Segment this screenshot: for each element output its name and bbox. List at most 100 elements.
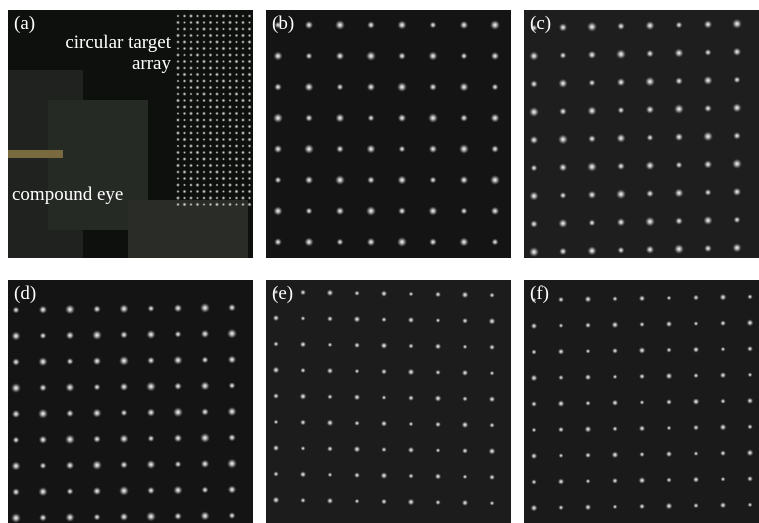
target-spot [490, 20, 500, 30]
target-spot [666, 503, 673, 510]
target-spot [189, 73, 192, 76]
spot-image [266, 10, 511, 258]
target-spot [234, 27, 238, 31]
target-spot [693, 425, 699, 431]
target-spot [148, 305, 155, 312]
target-spot [222, 21, 226, 25]
target-spot [273, 393, 279, 399]
target-spot [558, 478, 564, 484]
target-spot [176, 190, 179, 193]
target-spot [408, 343, 413, 348]
target-spot [585, 322, 591, 328]
target-spot [176, 66, 180, 70]
target-spot [208, 53, 212, 57]
target-spot [732, 243, 741, 252]
target-spot [209, 60, 212, 63]
target-spot [462, 500, 468, 506]
target-spot [530, 80, 538, 88]
target-spot [200, 381, 209, 390]
target-spot [189, 144, 193, 148]
target-spot [733, 48, 742, 57]
target-spot [489, 396, 495, 402]
target-spot [196, 112, 199, 115]
target-spot [300, 471, 306, 477]
target-spot [176, 73, 180, 77]
target-spot [11, 383, 21, 393]
target-spot [354, 446, 361, 453]
target-spot [228, 99, 231, 102]
target-spot [182, 202, 186, 206]
target-spot [491, 207, 500, 216]
target-spot [189, 14, 193, 18]
target-spot [559, 248, 567, 256]
target-spot [589, 219, 596, 226]
target-spot [241, 14, 244, 17]
target-spot [228, 40, 232, 44]
target-spot [189, 27, 192, 30]
panel-label: (e) [272, 283, 293, 305]
target-spot [247, 105, 251, 109]
target-spot [202, 53, 205, 56]
target-spot [436, 318, 441, 323]
target-spot [248, 21, 251, 24]
target-spot [189, 196, 193, 200]
target-spot [215, 118, 218, 121]
target-spot [639, 452, 644, 457]
target-spot [195, 183, 199, 187]
target-spot [94, 514, 101, 521]
target-spot [93, 357, 102, 366]
target-spot [196, 60, 200, 64]
target-spot [176, 150, 180, 154]
target-spot [183, 66, 186, 69]
target-spot [327, 368, 333, 374]
target-spot [666, 399, 672, 405]
target-spot [234, 59, 238, 63]
target-spot [721, 477, 726, 482]
target-spot [720, 294, 727, 301]
target-spot [559, 163, 568, 172]
target-spot [306, 208, 313, 215]
target-spot [435, 291, 441, 297]
target-spot [462, 396, 467, 401]
target-spot [300, 289, 306, 295]
target-spot [747, 319, 754, 326]
target-spot [200, 303, 210, 313]
target-spot [381, 499, 387, 505]
target-spot [183, 131, 186, 134]
target-spot [461, 53, 468, 60]
target-spot [398, 207, 406, 215]
target-spot [40, 332, 47, 339]
target-spot [189, 105, 192, 108]
target-spot [189, 98, 193, 102]
target-spot [182, 157, 186, 161]
target-spot [215, 34, 218, 37]
target-spot [397, 237, 407, 247]
target-spot [587, 162, 597, 172]
target-spot [208, 131, 212, 135]
target-spot [228, 131, 231, 134]
target-spot [705, 49, 712, 56]
target-spot [398, 52, 406, 60]
target-spot [215, 86, 218, 89]
target-spot [612, 348, 618, 354]
target-spot [558, 79, 567, 88]
target-spot [397, 20, 406, 29]
target-spot [200, 511, 209, 520]
target-spot [176, 27, 179, 30]
target-spot [215, 157, 219, 161]
panel-label: (c) [530, 13, 551, 35]
target-spot [747, 449, 754, 456]
target-spot [300, 368, 305, 373]
target-spot [667, 426, 672, 431]
spot-image [524, 280, 759, 523]
target-spot [747, 346, 753, 352]
target-spot [248, 34, 251, 37]
target-spot [202, 34, 206, 38]
target-spot [367, 21, 375, 29]
target-spot [176, 118, 180, 122]
target-spot [189, 190, 192, 193]
target-spot [720, 320, 726, 326]
target-spot [235, 86, 238, 89]
target-spot [247, 157, 251, 161]
target-spot [202, 21, 205, 24]
